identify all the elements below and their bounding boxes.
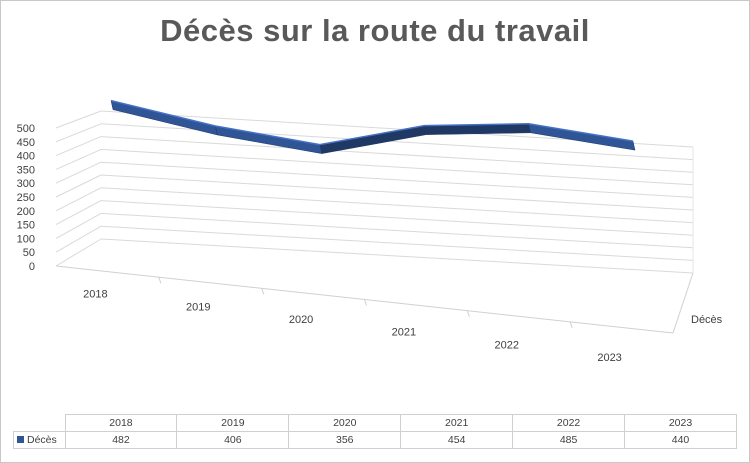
gridline (100, 212, 694, 249)
data-table-header-cell: 2019 (176, 414, 290, 432)
data-table-value-cell: 482 (64, 431, 178, 449)
gridline-side (55, 136, 102, 157)
category-tick (261, 288, 265, 295)
gridline-side (55, 174, 102, 198)
series-layer (110, 99, 636, 154)
gridline (100, 200, 694, 236)
data-table-header-cell: 2023 (624, 414, 737, 432)
tick-labels: 0501001502002503003504004505002018201920… (17, 123, 723, 364)
data-table-header-cell: 2018 (64, 414, 178, 432)
y-tick-label: 100 (17, 233, 35, 245)
x-tick-label: 2021 (392, 327, 416, 339)
gridline (100, 148, 694, 186)
y-tick-label: 400 (17, 151, 35, 163)
gridline-side (55, 225, 102, 253)
y-tick-label: 0 (29, 261, 35, 273)
chart-title: Décès sur la route du travail (160, 13, 590, 48)
series-ribbon-segment (215, 125, 323, 154)
y-tick-label: 50 (23, 247, 35, 259)
x-tick-label: 2019 (186, 301, 210, 313)
series-ribbon-segment (319, 125, 427, 154)
gridlines (55, 110, 694, 274)
y-tick-label: 350 (17, 164, 35, 176)
x-tick-label: 2018 (83, 289, 107, 301)
y-tick-label: 250 (17, 192, 35, 204)
x-tick-label: 2023 (597, 352, 621, 364)
gridline (100, 174, 694, 211)
y-tick-label: 450 (17, 137, 35, 149)
category-tick (158, 277, 162, 284)
data-table-header-cell: 2020 (288, 414, 402, 432)
gridline (100, 161, 694, 198)
gridline-side (55, 161, 102, 184)
data-table-row: Décès 482 406 356 454 485 440 (13, 431, 737, 449)
data-table-value-cell: 440 (624, 431, 737, 449)
gridline (100, 238, 694, 274)
legend-key (17, 435, 24, 443)
gridline-side (55, 212, 102, 239)
gridline (100, 136, 694, 173)
data-table-value-cell: 454 (400, 431, 514, 449)
data-table-header-cell: 2022 (512, 414, 626, 432)
category-tick (569, 321, 573, 328)
data-table-header-row: 2018 2019 2020 2021 2022 2023 (13, 414, 737, 432)
data-table-series-label: Décès (13, 431, 66, 449)
gridline (100, 225, 694, 261)
chart-plot-area: 0501001502002503003504004505002018201920… (17, 99, 723, 364)
axes (55, 147, 694, 334)
data-table-value-cell: 485 (512, 431, 626, 449)
gridline-side (55, 123, 102, 143)
gridline-side (55, 187, 102, 212)
y-tick-label: 150 (17, 220, 35, 232)
gridline-side (55, 148, 102, 170)
category-tick (364, 299, 367, 306)
x-tick-label: 2020 (289, 314, 313, 326)
y-tick-label: 200 (17, 206, 35, 218)
data-table-header-cell: 2021 (400, 414, 514, 432)
y-tick-label: 500 (17, 123, 35, 135)
data-table-corner (13, 414, 66, 432)
data-table-value-cell: 356 (288, 431, 402, 449)
floor-right-edge (672, 272, 694, 334)
series-ribbon-segment (528, 123, 636, 151)
depth-axis-label: Décès (691, 314, 723, 326)
category-tick (466, 310, 470, 317)
data-table-value-cell: 406 (176, 431, 290, 449)
legend-series-name: Décès (27, 434, 57, 446)
y-tick-label: 300 (17, 178, 35, 190)
gridline-side (55, 200, 102, 226)
gridline (100, 187, 694, 224)
series-ribbon-segment (110, 100, 218, 136)
data-table: 2018 2019 2020 2021 2022 2023 Décès 482 … (13, 414, 737, 449)
gridline-side (55, 110, 102, 129)
gridline-side (55, 238, 102, 267)
series-line-decès (110, 99, 634, 146)
x-tick-label: 2022 (495, 339, 519, 351)
